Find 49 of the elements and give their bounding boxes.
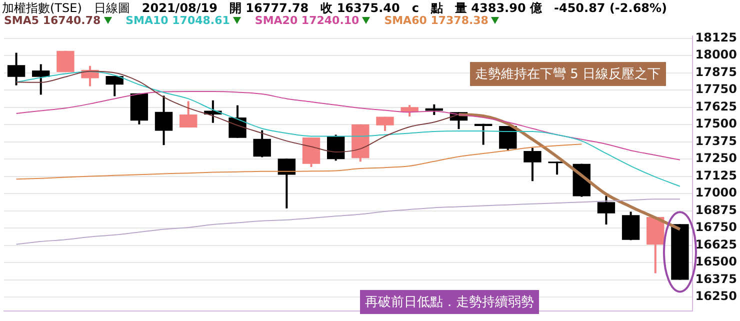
y-tick-label: 17750 [695,82,737,96]
y-tick-label: 18125 [695,30,737,44]
line-series [16,144,582,180]
candlestick [278,158,296,210]
text: SMA5 16740.78 [4,14,102,26]
candlestick [154,94,173,146]
candlestick [7,52,26,86]
y-tick-label: 16250 [695,289,737,304]
y-tick-label: 16500 [695,254,737,269]
y-tick-label: 16375 [695,272,737,286]
text: 收 16375.40 [320,0,400,16]
candlestick [376,116,394,132]
y-tick-label: 17000 [695,186,737,200]
y-tick-label: 16750 [695,220,737,234]
text: c [412,1,419,15]
y-tick-label: 17125 [695,168,737,182]
candlestick [326,134,345,162]
annotation: 走勢維持在下彎 5 日線反壓之下 [470,62,666,86]
text: SMA60 17378.38 [384,14,490,26]
text: SMA20 17240.10 [254,14,360,26]
candlestick [180,100,198,129]
y-tick-label: 17875 [695,64,737,79]
text: 2021/08/19 [142,1,218,15]
line-series [16,198,680,245]
candlestick [597,194,616,226]
chart-title: 加權指數(TSE) [2,0,82,16]
text: 日線圖 [94,0,130,16]
y-tick-label: 16875 [695,202,737,217]
annotation: 再破前日低點．走勢持續弱勢 [360,290,539,314]
text: 量 4383.90 億 [454,0,542,16]
text: 開 16777.78 [229,0,309,16]
candlestick [106,74,124,98]
text: 點 [430,0,443,16]
candlestick [400,104,418,118]
text: SMA10 17048.61 [126,14,230,26]
y-tick-label: 18000 [695,48,737,62]
y-tick-label: 16625 [695,237,737,252]
candlestick [32,63,50,96]
y-tick-label: 17250 [695,151,737,166]
candlestick [474,122,492,146]
candlestick [499,125,517,152]
y-tick-label: 17625 [695,99,737,114]
candlestick [228,104,246,139]
candlestick [524,146,542,182]
text: -450.87 (-2.68%) [554,1,668,15]
candlestick [253,129,271,158]
y-tick-label: 17500 [695,116,737,131]
line-series [16,91,680,160]
y-tick-label: 17375 [695,134,737,148]
